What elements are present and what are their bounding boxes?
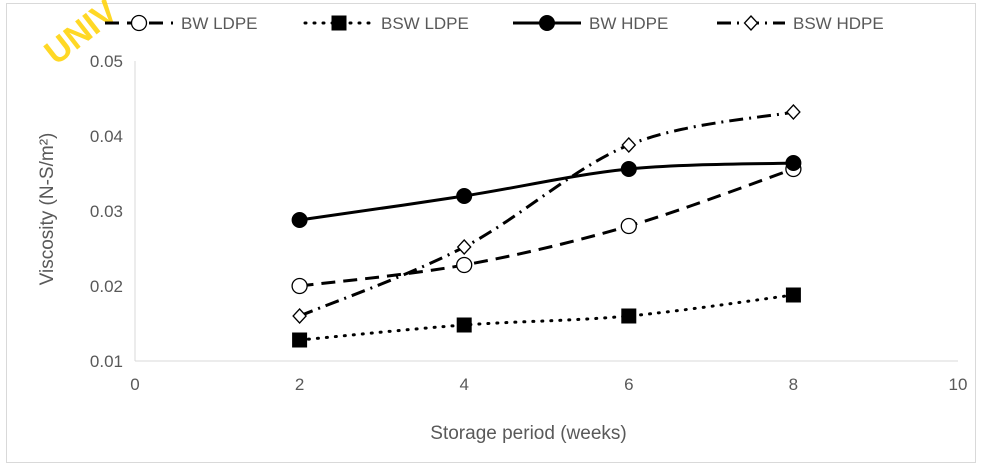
data-point-bsw-hdpe bbox=[786, 104, 801, 120]
data-point-bsw-hdpe bbox=[621, 137, 637, 153]
y-tick-label: 0.02 bbox=[90, 277, 123, 296]
legend-label-bsw-ldpe: BSW LDPE bbox=[381, 14, 469, 33]
legend-marker-bw-ldpe bbox=[130, 14, 148, 32]
y-tick-label: 0.05 bbox=[90, 52, 123, 71]
legend-label-bsw-hdpe: BSW HDPE bbox=[793, 14, 884, 33]
legend-label-bw-hdpe: BW HDPE bbox=[589, 14, 668, 33]
series-line-bw-hdpe bbox=[299, 161, 794, 222]
legend-label-bw-ldpe: BW LDPE bbox=[181, 14, 258, 33]
x-tick-label: 6 bbox=[624, 375, 633, 394]
plot-axes bbox=[134, 61, 958, 362]
series-layer bbox=[291, 104, 802, 348]
data-point-bw-hdpe bbox=[456, 188, 473, 204]
x-axis-label: Storage period (weeks) bbox=[430, 423, 626, 444]
data-point-bsw-ldpe bbox=[456, 317, 472, 333]
data-point-bw-hdpe bbox=[785, 155, 802, 171]
x-tick-label: 4 bbox=[459, 375, 468, 394]
data-point-bw-hdpe bbox=[291, 212, 308, 228]
y-tick-label: 0.04 bbox=[90, 127, 123, 146]
series-line-bsw-hdpe bbox=[299, 110, 794, 318]
x-tick-label: 0 bbox=[130, 375, 139, 394]
chart-frame bbox=[6, 3, 976, 463]
y-axis-label: Viscosity (N-S/m²) bbox=[37, 133, 58, 286]
series-bw-hdpe bbox=[291, 155, 802, 228]
legend-marker-bsw-ldpe bbox=[331, 15, 347, 31]
legend-marker-bsw-hdpe bbox=[743, 15, 759, 31]
data-point-bw-hdpe bbox=[620, 161, 637, 177]
legend: BW LDPE BSW LDPE BW HDPE BSW HDPE bbox=[105, 14, 884, 33]
series-line-bw-ldpe bbox=[299, 167, 794, 288]
series-bsw-ldpe bbox=[292, 287, 801, 348]
series-bsw-hdpe bbox=[292, 104, 801, 324]
legend-marker-bw-hdpe bbox=[539, 15, 555, 31]
series-line-bsw-ldpe bbox=[298, 293, 795, 342]
x-tick-label: 8 bbox=[789, 375, 798, 394]
tick-labels: 0 2 4 6 8 10 0.01 0.02 0.03 0.04 0.05 bbox=[90, 52, 968, 394]
data-point-bsw-ldpe bbox=[292, 332, 308, 348]
data-point-bw-ldpe bbox=[291, 277, 308, 295]
data-point-bsw-hdpe bbox=[456, 239, 472, 255]
y-tick-label: 0.03 bbox=[90, 202, 123, 221]
data-point-bsw-hdpe bbox=[292, 308, 307, 324]
data-point-bw-ldpe bbox=[456, 256, 473, 274]
data-point-bsw-ldpe bbox=[785, 287, 801, 303]
data-point-bw-ldpe bbox=[620, 217, 637, 235]
data-point-bsw-ldpe bbox=[621, 308, 637, 324]
x-tick-label: 10 bbox=[949, 375, 968, 394]
x-tick-label: 2 bbox=[295, 375, 304, 394]
y-tick-label: 0.01 bbox=[90, 352, 123, 371]
